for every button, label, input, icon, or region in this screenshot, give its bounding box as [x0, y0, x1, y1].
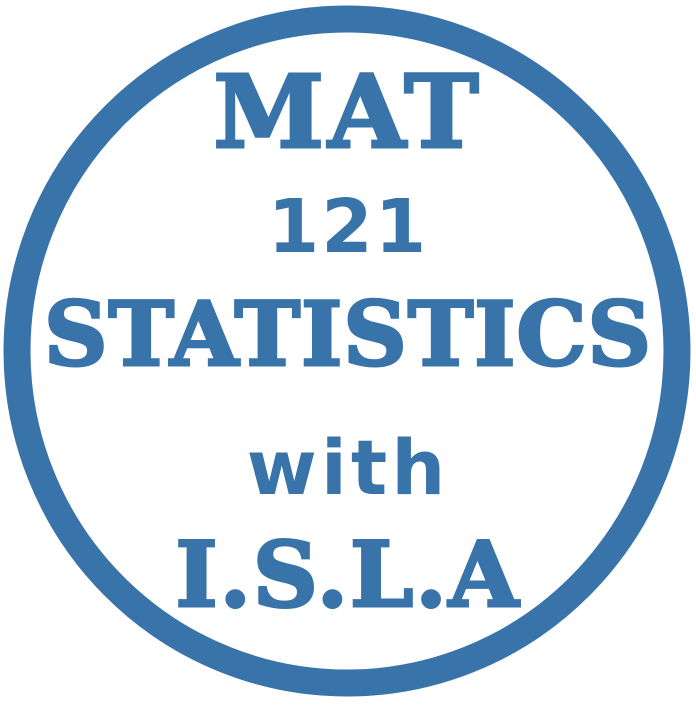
badge-circle: [3, 5, 691, 697]
badge-course-number: 121: [267, 184, 429, 270]
badge-title-mat: MAT: [212, 53, 483, 171]
badge-instructor: I.S.L.A: [174, 522, 521, 628]
badge-subject: STATISTICS: [42, 282, 653, 386]
badge-with: with: [246, 423, 450, 512]
